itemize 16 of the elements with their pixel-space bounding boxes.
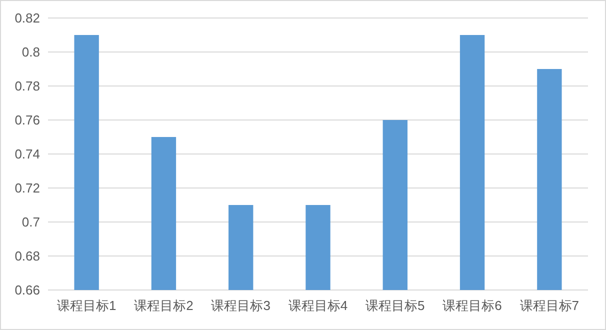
- x-tick-label: 课程目标1: [56, 298, 116, 313]
- x-tick-label: 课程目标2: [134, 298, 194, 313]
- x-tick-label: 课程目标5: [366, 298, 425, 313]
- x-tick-label: 课程目标6: [442, 298, 502, 313]
- y-tick-label: 0.72: [14, 180, 40, 196]
- y-tick-label: 0.78: [14, 78, 40, 94]
- x-tick-label: 课程目标7: [520, 298, 580, 313]
- y-tick-label: 0.8: [22, 44, 40, 60]
- y-tick-label: 0.66: [14, 282, 40, 298]
- y-tick-label: 0.82: [14, 10, 40, 26]
- x-tick-label: 课程目标3: [211, 298, 270, 313]
- y-tick-label: 0.68: [14, 248, 40, 264]
- x-tick-label: 课程目标4: [288, 298, 348, 313]
- y-tick-label: 0.74: [14, 146, 40, 162]
- y-tick-label: 0.7: [22, 214, 40, 230]
- y-tick-label: 0.76: [14, 112, 40, 128]
